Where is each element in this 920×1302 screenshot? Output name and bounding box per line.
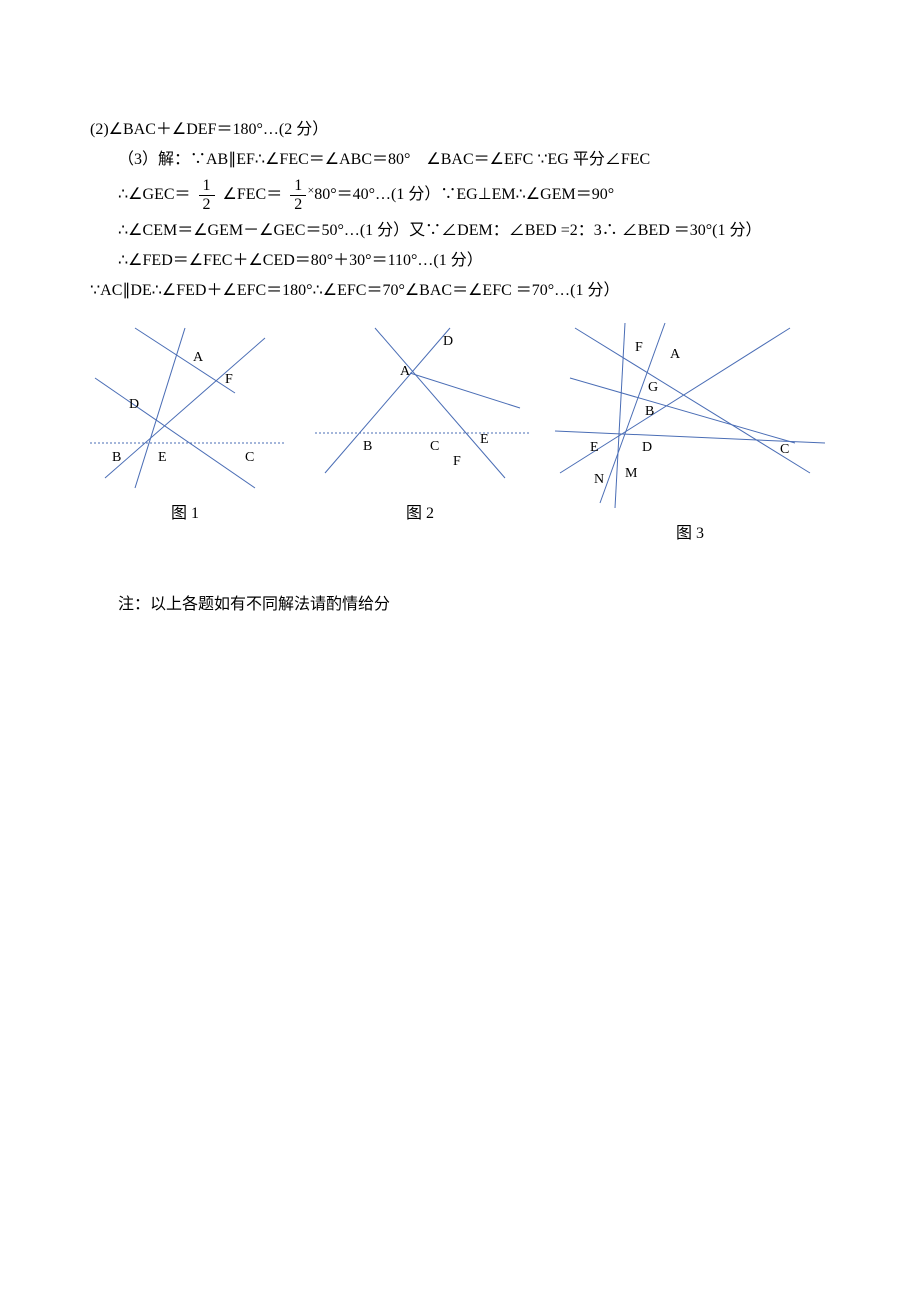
- diagram-3-svg: F A GB E D C N M: [550, 313, 830, 513]
- svg-text:D: D: [443, 334, 453, 349]
- text-line-3: ∴∠GEC＝ 1 2 ∠FEC＝ 1 2 × 80°＝40°…(1 分）∵EG⊥…: [90, 178, 830, 213]
- svg-text:A: A: [400, 364, 411, 379]
- text-frag: 80°＝40°…(1 分）∵EG⊥EM∴∠GEM＝90°: [314, 186, 614, 203]
- svg-text:C: C: [430, 439, 439, 454]
- svg-text:E: E: [158, 450, 167, 465]
- svg-text:F: F: [635, 340, 643, 355]
- fraction-numerator: 1: [290, 178, 306, 196]
- fraction-1: 1 2: [199, 178, 215, 213]
- svg-text:N: N: [594, 472, 604, 487]
- page: (2)∠BAC＋∠DEF＝180°…(2 分） （3）解：∵AB∥EF∴∠FEC…: [0, 0, 920, 617]
- text-line-1: (2)∠BAC＋∠DEF＝180°…(2 分）: [90, 118, 830, 142]
- svg-text:B: B: [645, 404, 654, 419]
- figure-2: D A B C E F 图 2: [305, 313, 535, 523]
- svg-text:D: D: [129, 397, 139, 412]
- text-frag: ∴∠GEC＝: [118, 186, 195, 203]
- svg-text:G: G: [648, 380, 658, 395]
- text-line-6: ∵AC∥DE∴∠FED＋∠EFC＝180°∴∠EFC＝70°∠BAC＝∠EFC …: [90, 279, 830, 303]
- text-line-4: ∴∠CEM＝∠GEM－∠GEC＝50°…(1 分）又∵∠DEM：∠BED =2：…: [90, 219, 830, 243]
- fraction-denominator: 2: [199, 196, 215, 213]
- figure-3-caption: 图 3: [676, 519, 704, 543]
- svg-text:A: A: [193, 350, 204, 365]
- figure-2-caption: 图 2: [406, 499, 434, 523]
- fraction-denominator: 2: [290, 196, 306, 213]
- figures-row: AFDBEC 图 1 DABCEF 图 2 FAGBEDCNM 图 3: [80, 313, 830, 543]
- figure-1-caption: 图 1: [171, 499, 199, 523]
- cross-mark: ×: [307, 184, 314, 196]
- svg-text:E: E: [480, 432, 489, 447]
- svg-text:F: F: [225, 372, 233, 387]
- svg-text:A: A: [670, 347, 681, 362]
- svg-text:C: C: [780, 442, 789, 457]
- figure-1: A F D B E C 图 1: [80, 313, 290, 523]
- svg-text:F: F: [453, 454, 461, 469]
- svg-text:D: D: [642, 440, 652, 455]
- diagram-2-svg: D A B C E F: [305, 313, 535, 493]
- text-frag: ∠FEC＝: [223, 186, 287, 203]
- fraction-numerator: 1: [199, 178, 215, 196]
- svg-text:M: M: [625, 466, 638, 481]
- svg-text:C: C: [245, 450, 254, 465]
- svg-text:B: B: [363, 439, 372, 454]
- footer-note: 注：以上各题如有不同解法请酌情给分: [90, 593, 830, 617]
- fraction-2: 1 2 ×: [290, 178, 306, 213]
- text-line-5: ∴∠FED＝∠FEC＋∠CED＝80°＋30°＝110°…(1 分）: [90, 249, 830, 273]
- text-line-2: （3）解：∵AB∥EF∴∠FEC＝∠ABC＝80° ∠BAC＝∠EFC ∵EG …: [90, 148, 830, 172]
- figure-3: F A GB E D C N M 图 3: [550, 313, 830, 543]
- diagram-1-svg: A F D B E C: [80, 313, 290, 493]
- svg-text:B: B: [112, 450, 121, 465]
- svg-text:E: E: [590, 440, 599, 455]
